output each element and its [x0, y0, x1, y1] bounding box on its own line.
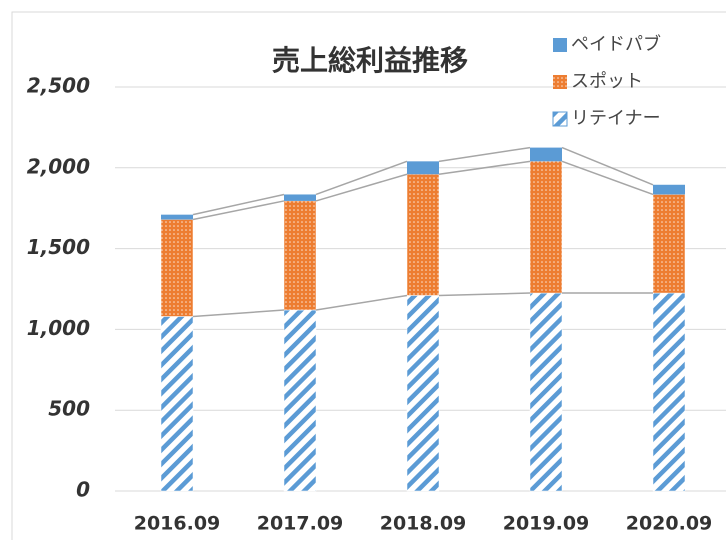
- x-tick-label: 2018.09: [380, 513, 467, 535]
- bar-segment: [406, 174, 440, 296]
- y-tick-label: 0: [76, 478, 90, 502]
- bar-segment: [529, 292, 563, 492]
- x-tick-label: 2017.09: [257, 513, 344, 535]
- series-line: [192, 146, 654, 216]
- legend-label: スポット: [571, 71, 643, 92]
- bar-segment: [530, 147, 562, 162]
- x-tick-label: 2016.09: [134, 513, 221, 535]
- bar-segment: [529, 161, 563, 294]
- chart-border: [11, 11, 726, 540]
- bar-segment: [161, 214, 193, 220]
- series-line: [192, 160, 654, 221]
- bar-segment: [283, 200, 317, 311]
- legend-label: ペイドパブ: [571, 33, 661, 55]
- y-tick-label: 500: [48, 397, 90, 421]
- bar-segment: [160, 219, 194, 317]
- bar-segment: [653, 184, 685, 195]
- y-tick-label: 2,500: [27, 74, 90, 98]
- bar-segment: [652, 194, 686, 294]
- legend-swatch: [552, 111, 568, 127]
- chart-title: 売上総利益推移: [272, 44, 468, 77]
- legend-label: リテイナー: [571, 108, 661, 129]
- bar-segment: [284, 194, 316, 201]
- legend-swatch: [553, 75, 567, 89]
- y-tick-label: 1,500: [27, 235, 90, 259]
- bar-segment: [406, 295, 440, 492]
- y-tick-label: 1,000: [27, 316, 90, 340]
- series-line: [192, 292, 653, 318]
- bar-segment: [160, 316, 194, 492]
- bar-segment: [407, 161, 439, 175]
- y-tick-label: 2,000: [27, 154, 90, 178]
- bar-segment: [283, 309, 317, 492]
- x-tick-label: 2019.09: [503, 513, 590, 535]
- x-tick-label: 2020.09: [626, 513, 713, 535]
- legend-swatch: [553, 38, 567, 52]
- bar-segment: [652, 292, 686, 492]
